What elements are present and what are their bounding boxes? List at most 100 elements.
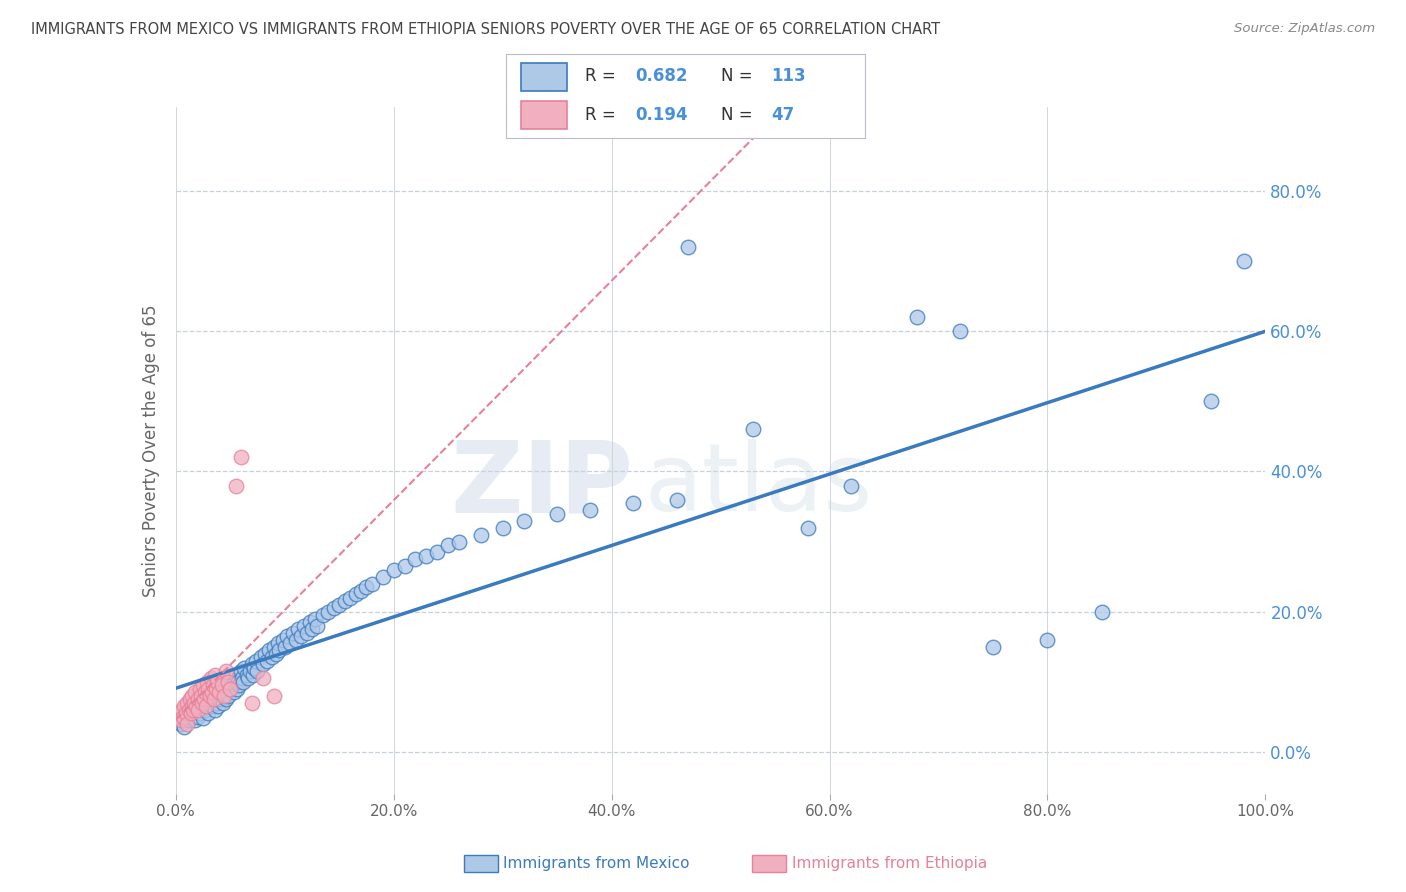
Text: R =: R = (585, 106, 621, 124)
Point (371, 569, 394, 583)
Point (194, 685, 217, 699)
Text: N =: N = (721, 68, 758, 86)
Point (339, 591, 361, 605)
Point (205, 696, 228, 710)
Point (470, 527, 492, 541)
Point (197, 681, 219, 696)
Point (190, 689, 212, 703)
Point (437, 538, 460, 552)
Text: 0.682: 0.682 (636, 68, 688, 86)
Point (201, 699, 224, 714)
Point (236, 671, 259, 685)
Point (307, 618, 329, 632)
Point (301, 622, 323, 636)
Text: Source: ZipAtlas.com: Source: ZipAtlas.com (1234, 22, 1375, 36)
Point (219, 681, 242, 696)
Point (188, 706, 211, 721)
Point (172, 710, 194, 724)
Point (225, 478, 247, 492)
Point (191, 696, 214, 710)
Point (382, 563, 405, 577)
Point (239, 664, 262, 678)
Point (197, 706, 219, 721)
Point (260, 650, 283, 665)
Point (225, 681, 247, 696)
Point (269, 643, 291, 657)
Point (211, 696, 233, 710)
Point (225, 667, 247, 681)
Point (215, 674, 238, 689)
Text: 47: 47 (772, 106, 794, 124)
Text: N =: N = (721, 106, 758, 124)
Point (181, 699, 204, 714)
Text: IMMIGRANTS FROM MEXICO VS IMMIGRANTS FROM ETHIOPIA SENIORS POVERTY OVER THE AGE : IMMIGRANTS FROM MEXICO VS IMMIGRANTS FRO… (31, 22, 941, 37)
Point (191, 711, 214, 725)
Point (207, 699, 229, 714)
Point (177, 714, 200, 728)
Point (742, 422, 765, 436)
Point (263, 689, 285, 703)
Point (211, 689, 233, 703)
Point (228, 678, 250, 692)
Point (231, 450, 253, 465)
Point (195, 699, 218, 714)
Point (186, 699, 208, 714)
Text: 0.194: 0.194 (636, 106, 688, 124)
Point (219, 671, 242, 685)
Point (284, 632, 307, 647)
Point (328, 598, 350, 612)
Point (344, 587, 367, 601)
Point (173, 720, 195, 734)
Point (177, 703, 200, 717)
Point (426, 545, 449, 559)
Point (226, 674, 249, 689)
Point (208, 681, 231, 696)
Point (222, 685, 245, 699)
Point (263, 640, 285, 654)
Point (447, 534, 470, 549)
Point (796, 520, 818, 534)
Point (245, 654, 267, 668)
Point (621, 496, 644, 510)
Point (254, 647, 277, 661)
Point (202, 692, 225, 706)
Point (233, 661, 256, 675)
Point (356, 580, 378, 594)
Point (179, 692, 201, 706)
Point (202, 692, 225, 706)
Point (186, 699, 209, 714)
Point (240, 657, 263, 672)
Point (208, 685, 231, 699)
Point (191, 678, 214, 692)
Point (191, 692, 214, 706)
Point (205, 685, 228, 699)
Point (243, 661, 266, 675)
Point (290, 629, 312, 643)
Point (197, 696, 219, 710)
Point (211, 678, 233, 692)
Point (212, 689, 235, 703)
Point (240, 696, 263, 710)
Point (219, 681, 242, 696)
Bar (520, 101, 567, 129)
Point (217, 689, 239, 703)
Point (394, 559, 416, 574)
Point (287, 622, 309, 636)
Point (267, 636, 290, 650)
Point (186, 710, 209, 724)
Point (205, 674, 228, 689)
Point (212, 678, 235, 692)
Point (235, 667, 257, 681)
Point (172, 703, 194, 717)
Point (232, 674, 254, 689)
Point (246, 664, 269, 678)
Text: atlas: atlas (644, 439, 873, 531)
Point (350, 583, 373, 598)
Point (200, 671, 222, 685)
Text: 113: 113 (772, 68, 806, 86)
Point (841, 478, 863, 492)
Point (276, 629, 298, 643)
Point (188, 681, 211, 696)
Point (274, 640, 297, 654)
Point (579, 503, 602, 517)
